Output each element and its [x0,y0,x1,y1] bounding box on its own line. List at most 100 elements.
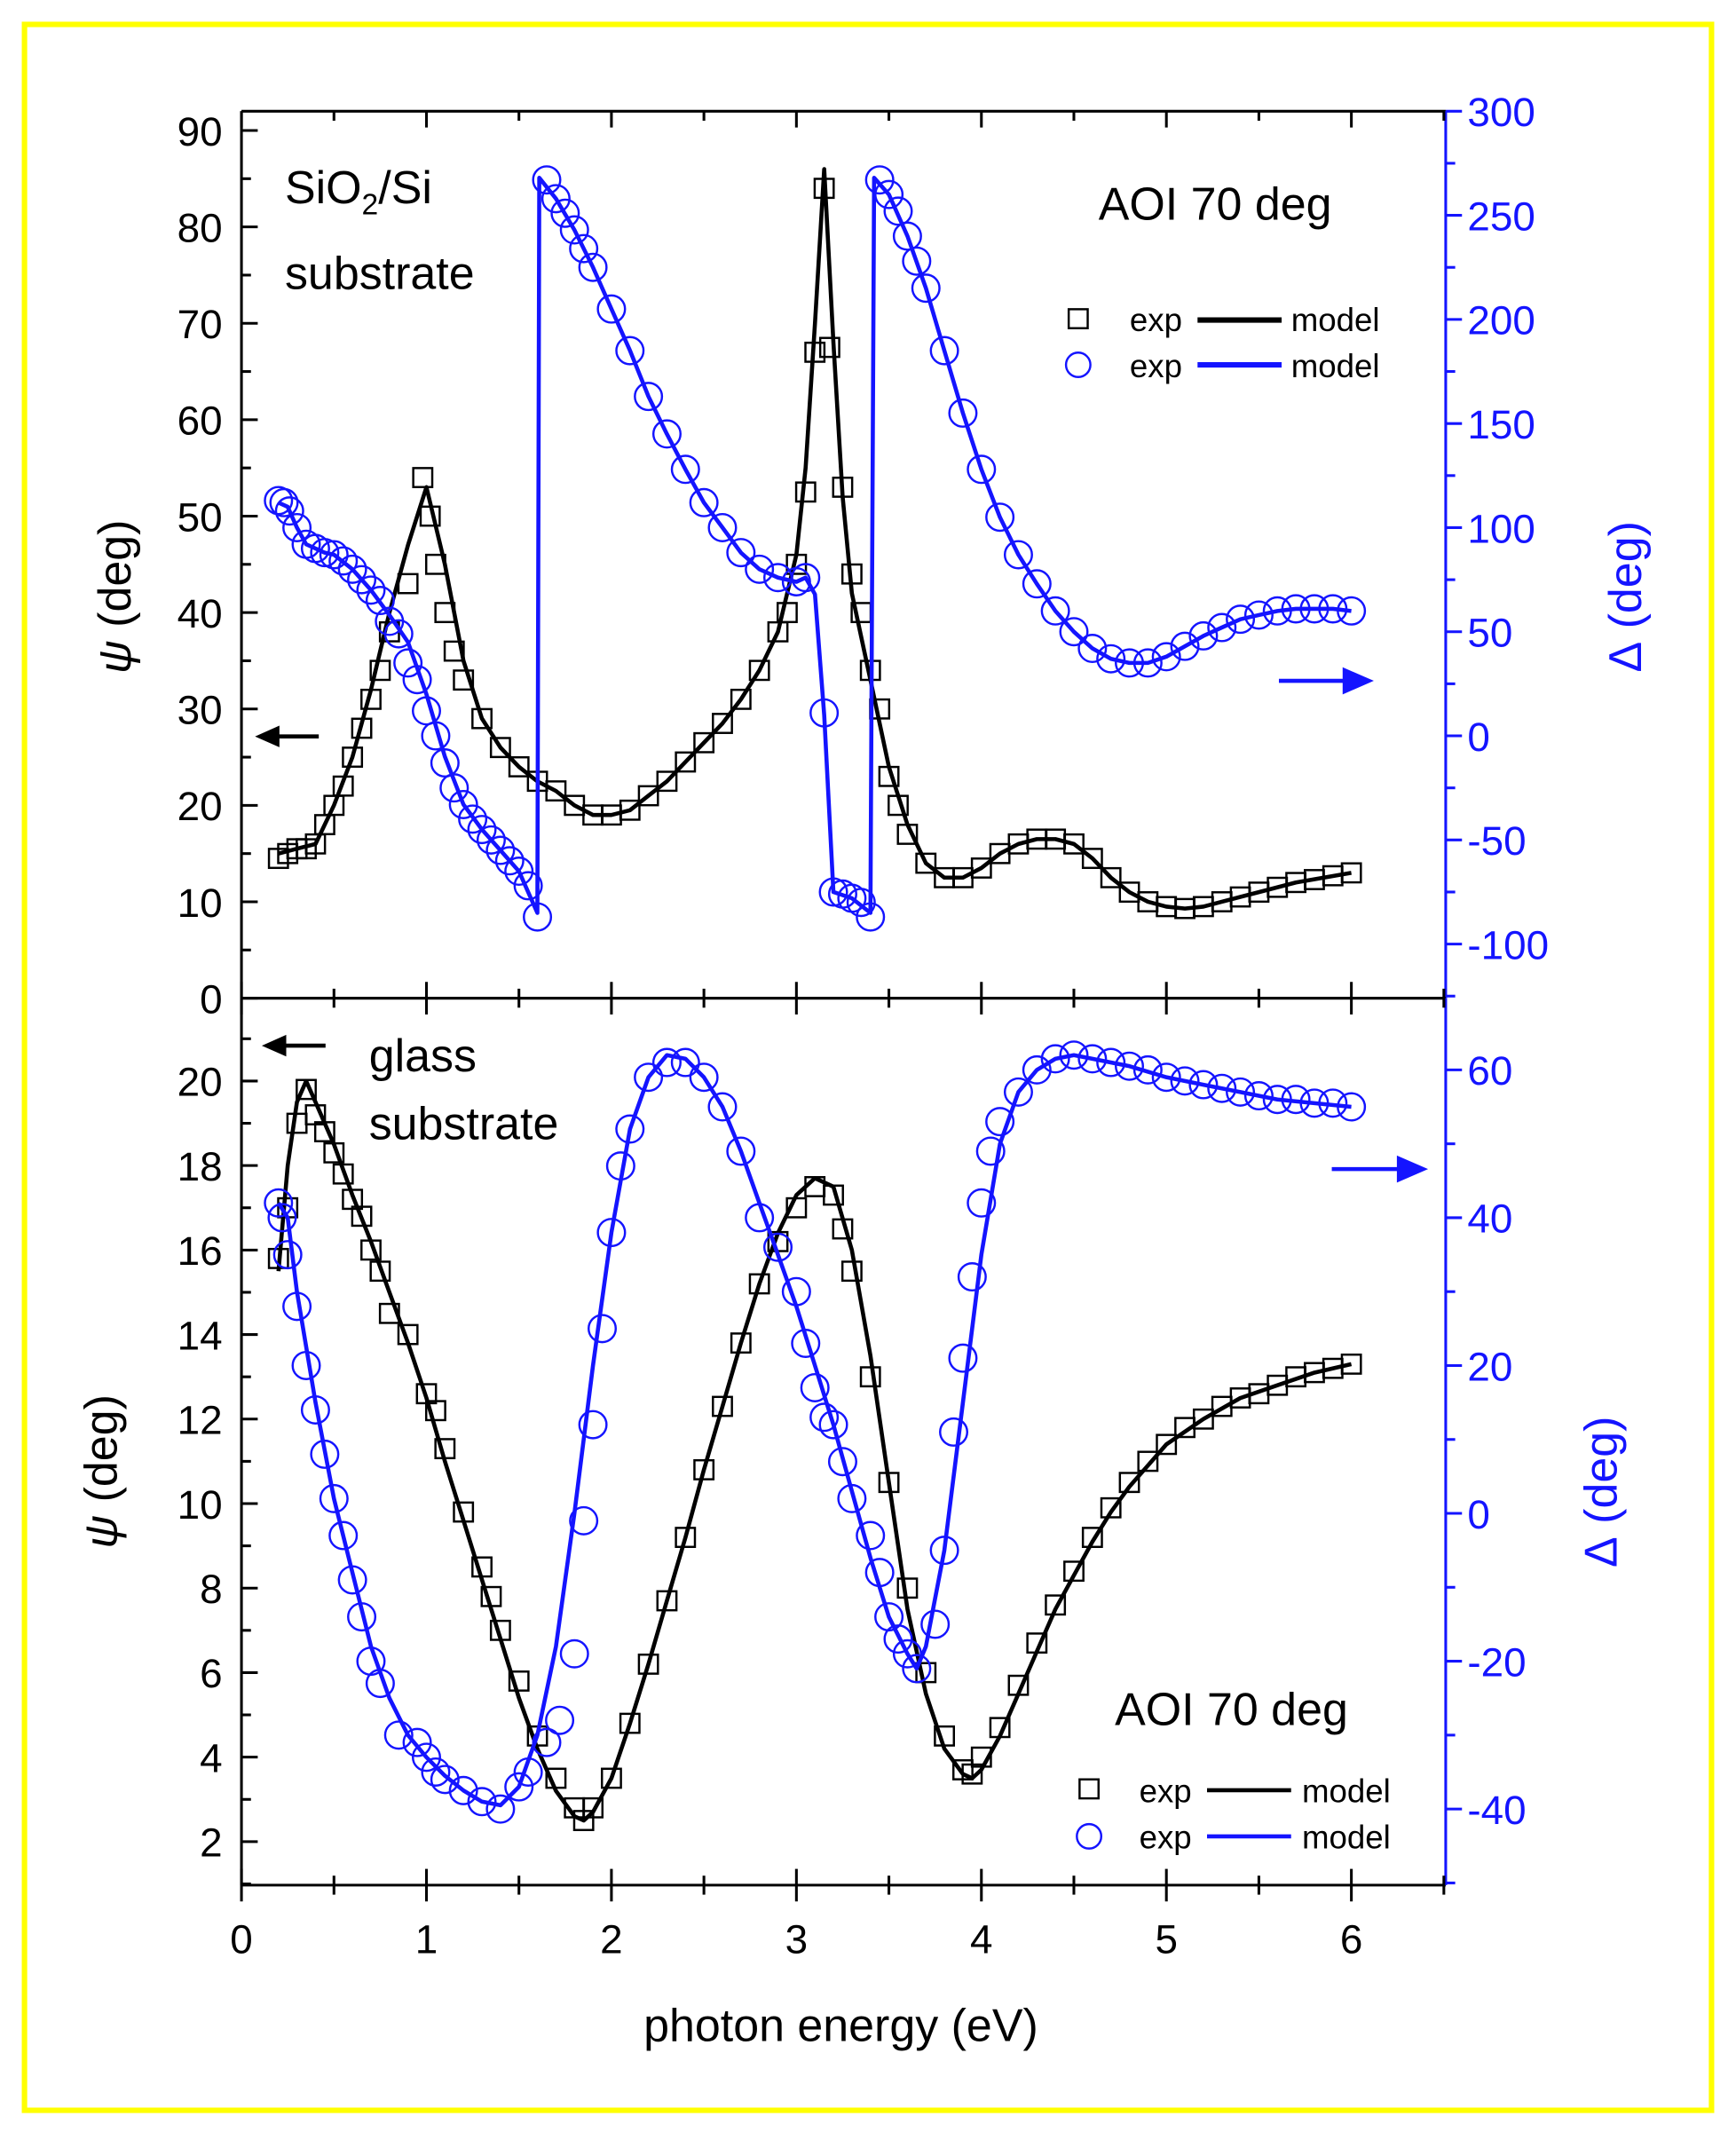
bottom-psi-exp-point [712,1395,733,1417]
top-right-tick-label: 50 [1467,611,1512,656]
top-delta-exp-point [1243,600,1274,630]
bottom-psi-exp-point [397,1323,419,1346]
bottom-delta-exp-point [1207,1073,1237,1103]
bottom-delta-exp-point [402,1727,432,1757]
top-delta-exp-point [615,336,645,366]
x-tick-label: 2 [600,1916,623,1962]
top-delta-exp-point [892,221,922,251]
top-right-ylabel: Δ (deg) [1600,521,1652,672]
bottom-delta-exp-point [651,1047,682,1078]
top-psi-exp-point [748,659,770,682]
bottom-delta-exp-point [634,1062,664,1093]
bottom-delta-exp-point [1337,1092,1367,1122]
top-delta-exp-point [485,835,516,865]
top-delta-exp-point [856,902,886,932]
bottom-delta-exp-point [967,1188,997,1218]
top-left-tick-label: 0 [200,976,223,1022]
top-psi-exp-point [443,640,465,662]
top-delta-exp-point [1151,642,1181,672]
bottom-delta-exp-point [596,1218,627,1248]
top-psi-exp-point [637,785,659,807]
bottom-delta-exp-point [569,1505,599,1536]
bottom-psi-exp-point [351,1205,373,1228]
legend-exp-label: exp [1140,1820,1192,1856]
top-right-tick-label: 200 [1467,298,1535,343]
bottom-delta-exp-point [1299,1088,1330,1118]
top-psi-exp-point [1100,866,1122,888]
top-left-tick-label: 70 [178,302,223,347]
top-delta-exp-point [902,246,932,276]
top-left-ylabel: ψ (deg) [90,520,141,674]
bottom-left-tick-label: 4 [200,1735,223,1781]
top-left-tick-label: 50 [178,494,223,540]
bottom-delta-exp-point [827,1447,857,1477]
top-psi-exp-point [489,737,511,759]
bottom-psi-axis-arrow-icon [261,1034,326,1057]
top-delta-exp-point [523,902,553,932]
bottom-left-tick-label: 2 [200,1820,223,1866]
top-psi-exp-point [1081,848,1103,870]
bottom-delta-exp-point [939,1417,969,1447]
top-delta-exp-point [1226,604,1256,635]
bottom-delta-exp-point [448,1775,478,1805]
top-psi-exp-point [818,336,840,359]
bottom-delta-exp-point [421,1757,451,1787]
top-delta-exp-point [1337,596,1367,626]
top-delta-exp-point [541,184,571,214]
bottom-delta-exp-point [957,1262,987,1292]
top-right-tick-label: 100 [1467,506,1535,551]
top-delta-exp-point [726,538,756,568]
top-left-tick-label: 60 [178,399,223,444]
bottom-left-tick-label: 18 [178,1144,223,1189]
top-delta-exp-point [948,398,978,428]
top-left-tick-label: 90 [178,109,223,154]
bottom-delta-exp-point [319,1483,349,1513]
top-aoi-label: AOI 70 deg [1099,179,1332,231]
top-left-tick-label: 20 [178,784,223,829]
top-psi-exp-point [434,602,456,624]
bottom-delta-exp-point [1188,1070,1219,1100]
top-delta-exp-point [269,487,299,517]
legend-circle-marker [1076,1822,1103,1850]
top-left-tick-label: 80 [178,205,223,250]
top-sample-label: SiO2/Si [285,162,432,221]
bottom-psi-exp-point [989,1717,1011,1739]
top-psi-exp-point [453,669,475,691]
top-delta-exp-point [319,540,349,570]
bottom-delta-exp-point [745,1203,775,1233]
bottom-left-ylabel: ψ (deg) [75,1394,127,1548]
bottom-right-tick-label: 0 [1467,1492,1490,1537]
top-delta-exp-point [846,888,876,918]
bottom-psi-exp-point [693,1458,715,1481]
top-delta-exp-point [393,648,423,678]
bottom-psi-exp-point [1156,1433,1178,1456]
top-delta-exp-point [421,721,451,751]
top-psi-exp-point [1063,833,1085,855]
bottom-psi-exp-point [878,1472,900,1494]
bottom-delta-exp-point [791,1328,821,1358]
top-delta-exp-point [791,563,821,593]
bottom-psi-exp-point [785,1196,808,1219]
top-psi-exp-point [896,824,919,845]
top-delta-exp-point [818,877,848,907]
top-psi-axis-arrow-icon [255,725,320,747]
top-psi-exp-point [508,755,530,778]
top-delta-exp-point [476,825,506,855]
bottom-sample-label: glass [369,1030,477,1082]
top-psi-exp-point [471,707,493,730]
bottom-delta-exp-point [430,1765,460,1795]
bottom-psi-exp-point [489,1619,511,1641]
bottom-delta-axis-arrow-icon [1331,1155,1429,1183]
bottom-psi-exp-point [424,1400,446,1422]
bottom-delta-exp-point [883,1624,913,1654]
top-psi-exp-point [730,688,752,710]
bottom-left-tick-label: 16 [178,1228,223,1274]
bottom-delta-exp-point [513,1757,543,1787]
top-delta-exp-point [651,419,682,449]
bottom-delta-exp-point [800,1372,830,1402]
top-left-tick-label: 10 [178,880,223,926]
bottom-delta-exp-point [837,1483,867,1513]
bottom-delta-exp-point [605,1151,635,1181]
top-delta-exp-point [596,294,627,324]
top-right-tick-label: 300 [1467,90,1535,135]
